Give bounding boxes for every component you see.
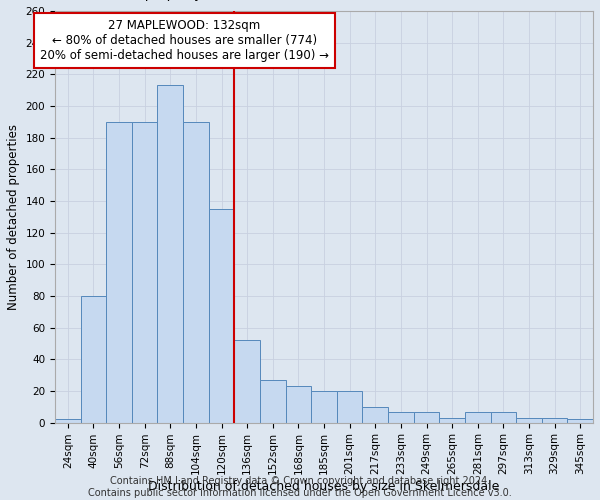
Bar bbox=[413, 412, 439, 422]
Bar bbox=[516, 418, 542, 422]
Bar bbox=[491, 412, 516, 422]
Text: Contains HM Land Registry data © Crown copyright and database right 2024.
Contai: Contains HM Land Registry data © Crown c… bbox=[88, 476, 512, 498]
Bar bbox=[362, 407, 388, 422]
Bar bbox=[260, 380, 286, 422]
Bar bbox=[106, 122, 132, 422]
Bar bbox=[209, 209, 235, 422]
Bar bbox=[235, 340, 260, 422]
Bar bbox=[55, 420, 80, 422]
Bar bbox=[542, 418, 568, 422]
Bar bbox=[311, 391, 337, 422]
Bar bbox=[568, 420, 593, 422]
Bar bbox=[183, 122, 209, 422]
X-axis label: Distribution of detached houses by size in Skelmersdale: Distribution of detached houses by size … bbox=[148, 480, 500, 493]
Text: 27 MAPLEWOOD: 132sqm
← 80% of detached houses are smaller (774)
20% of semi-deta: 27 MAPLEWOOD: 132sqm ← 80% of detached h… bbox=[40, 19, 329, 62]
Bar bbox=[80, 296, 106, 422]
Bar bbox=[439, 418, 465, 422]
Text: Size of property relative to detached houses in Skelmersdale: Size of property relative to detached ho… bbox=[97, 0, 503, 1]
Bar bbox=[465, 412, 491, 422]
Bar bbox=[286, 386, 311, 422]
Bar bbox=[132, 122, 157, 422]
Bar bbox=[337, 391, 362, 422]
Bar bbox=[388, 412, 413, 422]
Y-axis label: Number of detached properties: Number of detached properties bbox=[7, 124, 20, 310]
Bar bbox=[157, 86, 183, 422]
